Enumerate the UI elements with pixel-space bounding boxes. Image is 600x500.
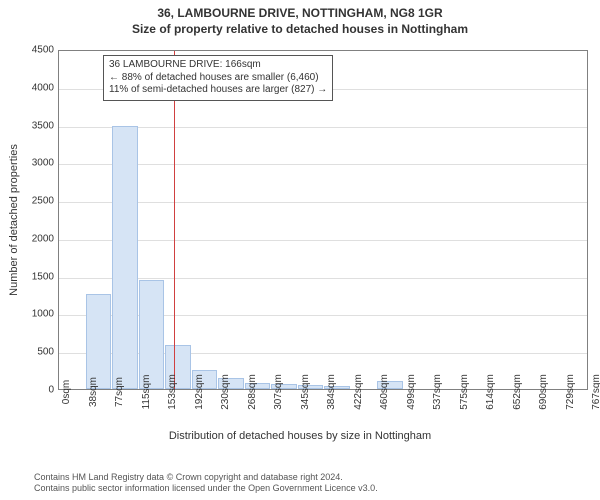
gridline bbox=[59, 202, 587, 203]
x-axis-label: Distribution of detached houses by size … bbox=[0, 430, 600, 442]
x-tick: 230sqm bbox=[220, 374, 231, 410]
x-tick: 77sqm bbox=[114, 377, 125, 407]
plot-area: 36 LAMBOURNE DRIVE: 166sqm← 88% of detac… bbox=[58, 50, 588, 390]
page-title: 36, LAMBOURNE DRIVE, NOTTINGHAM, NG8 1GR bbox=[0, 6, 600, 20]
annotation-line: 11% of semi-detached houses are larger (… bbox=[109, 84, 327, 97]
page-subtitle: Size of property relative to detached ho… bbox=[0, 22, 600, 36]
credits: Contains HM Land Registry data © Crown c… bbox=[34, 472, 378, 494]
annotation-box: 36 LAMBOURNE DRIVE: 166sqm← 88% of detac… bbox=[103, 55, 333, 101]
x-tick: 192sqm bbox=[194, 374, 205, 410]
credit-line-2: Contains public sector information licen… bbox=[34, 483, 378, 494]
gridline bbox=[59, 127, 587, 128]
y-tick: 500 bbox=[14, 347, 54, 358]
gridline bbox=[59, 278, 587, 279]
x-tick: 307sqm bbox=[273, 374, 284, 410]
x-tick: 153sqm bbox=[167, 374, 178, 410]
gridline bbox=[59, 240, 587, 241]
x-tick: 345sqm bbox=[300, 374, 311, 410]
y-tick: 3000 bbox=[14, 158, 54, 169]
x-tick: 575sqm bbox=[459, 374, 470, 410]
credit-line-1: Contains HM Land Registry data © Crown c… bbox=[34, 472, 378, 483]
y-tick: 1000 bbox=[14, 309, 54, 320]
y-tick: 1500 bbox=[14, 271, 54, 282]
x-tick: 422sqm bbox=[353, 374, 364, 410]
x-tick: 537sqm bbox=[432, 374, 443, 410]
reference-line bbox=[174, 51, 175, 389]
x-tick: 614sqm bbox=[485, 374, 496, 410]
x-tick: 767sqm bbox=[591, 374, 600, 410]
x-tick: 115sqm bbox=[141, 375, 152, 410]
bar bbox=[112, 126, 138, 389]
x-tick: 460sqm bbox=[379, 374, 390, 410]
x-tick: 38sqm bbox=[88, 377, 99, 407]
x-tick: 690sqm bbox=[538, 374, 549, 410]
y-tick: 0 bbox=[14, 385, 54, 396]
bar bbox=[139, 280, 165, 389]
y-tick: 2000 bbox=[14, 233, 54, 244]
y-tick: 4500 bbox=[14, 45, 54, 56]
y-tick: 4000 bbox=[14, 82, 54, 93]
x-tick: 729sqm bbox=[565, 374, 576, 410]
x-tick: 499sqm bbox=[406, 374, 417, 410]
x-tick: 384sqm bbox=[326, 374, 337, 410]
annotation-line: 36 LAMBOURNE DRIVE: 166sqm bbox=[109, 59, 327, 72]
x-tick: 652sqm bbox=[512, 374, 523, 410]
histogram-chart: Number of detached properties 36 LAMBOUR… bbox=[0, 42, 600, 440]
gridline bbox=[59, 164, 587, 165]
x-tick: 0sqm bbox=[61, 380, 72, 404]
annotation-line: ← 88% of detached houses are smaller (6,… bbox=[109, 72, 327, 85]
y-tick: 2500 bbox=[14, 196, 54, 207]
x-tick: 268sqm bbox=[247, 374, 258, 410]
bar bbox=[86, 294, 112, 389]
y-tick: 3500 bbox=[14, 120, 54, 131]
